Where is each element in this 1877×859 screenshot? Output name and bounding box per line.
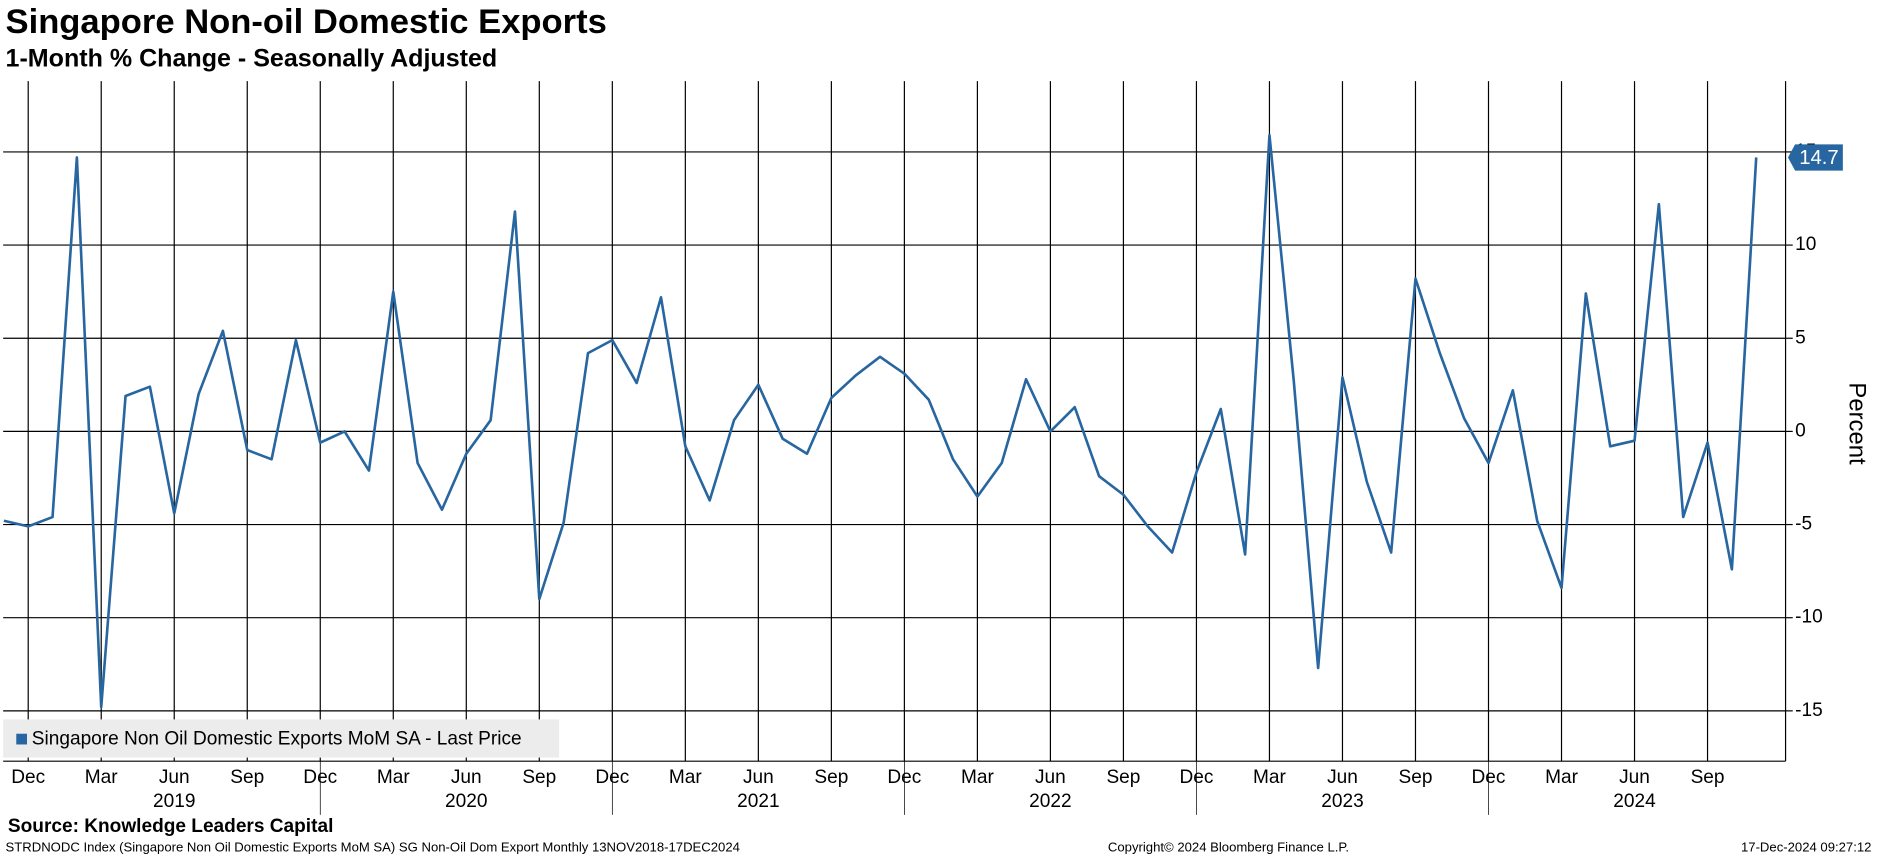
footer-right: 17-Dec-2024 09:27:12 xyxy=(1741,840,1871,855)
legend-box xyxy=(3,719,560,758)
footer-center: Copyright© 2024 Bloomberg Finance L.P. xyxy=(1108,840,1349,855)
year-label: 2024 xyxy=(1613,791,1656,812)
x-tick-label: Sep xyxy=(522,767,556,788)
x-tick-label: Jun xyxy=(451,767,482,788)
x-tick-label: Sep xyxy=(230,767,264,788)
year-label: 2020 xyxy=(445,791,487,812)
y-tick-label: -15 xyxy=(1795,700,1823,721)
x-tick-label: Mar xyxy=(377,767,411,788)
x-tick-label: Sep xyxy=(1106,767,1140,788)
last-value-label: 14.7 xyxy=(1799,147,1838,169)
y-tick-label: -5 xyxy=(1795,514,1812,535)
x-tick-label: Jun xyxy=(159,767,190,788)
year-label: 2023 xyxy=(1321,791,1363,812)
source: Source: Knowledge Leaders Capital xyxy=(8,816,333,837)
y-axis-label: Percent xyxy=(1844,382,1871,465)
y-tick-label: 0 xyxy=(1795,420,1806,441)
x-tick-label: Mar xyxy=(961,767,995,788)
legend-swatch xyxy=(16,733,28,745)
year-label: 2022 xyxy=(1029,791,1071,812)
x-tick-label: Mar xyxy=(85,767,119,788)
year-label: 2021 xyxy=(737,791,779,812)
x-tick-label: Mar xyxy=(1253,767,1287,788)
year-label: 2019 xyxy=(153,791,195,812)
x-tick-label: Jun xyxy=(1619,767,1650,788)
footer-left: STRDNODC Index (Singapore Non Oil Domest… xyxy=(6,840,740,855)
x-tick-label: Sep xyxy=(1399,767,1433,788)
x-tick-label: Jun xyxy=(743,767,774,788)
y-tick-label: 5 xyxy=(1795,327,1806,348)
y-tick-label: 10 xyxy=(1795,234,1816,255)
x-tick-label: Sep xyxy=(814,767,848,788)
x-tick-label: Dec xyxy=(11,767,45,788)
last-value-callout xyxy=(1787,144,1843,171)
x-tick-label: Jun xyxy=(1035,767,1066,788)
chart-subtitle: 1-Month % Change - Seasonally Adjusted xyxy=(6,44,498,72)
legend-label: Singapore Non Oil Domestic Exports MoM S… xyxy=(32,729,522,750)
x-tick-label: Mar xyxy=(669,767,703,788)
x-tick-label: Jun xyxy=(1327,767,1358,788)
x-tick-label: Sep xyxy=(1691,767,1725,788)
y-tick-label: -10 xyxy=(1795,607,1823,628)
data-line xyxy=(3,133,1758,709)
x-tick-label: Mar xyxy=(1545,767,1579,788)
chart-title: Singapore Non-oil Domestic Exports xyxy=(6,3,607,41)
